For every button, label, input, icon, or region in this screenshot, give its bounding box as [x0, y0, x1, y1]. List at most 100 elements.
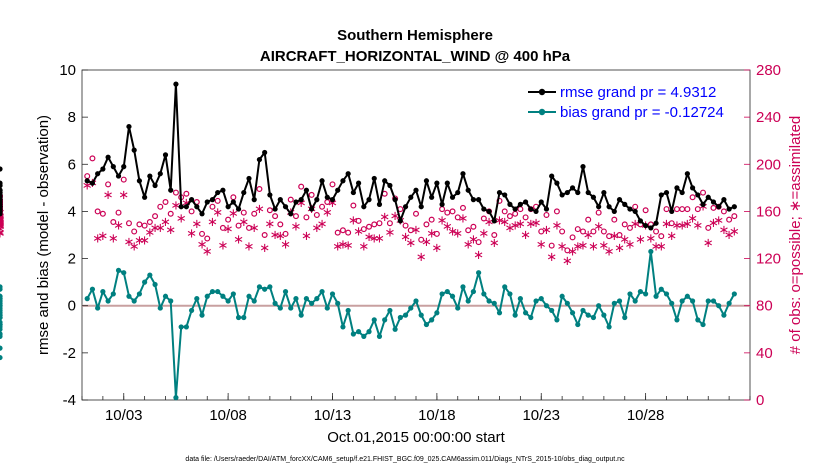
bias-point: [601, 312, 607, 318]
rmse-point: [444, 180, 450, 186]
obs-assimilated-marker: ∗: [249, 221, 260, 236]
obs-assimilated-marker: ∗: [124, 235, 135, 250]
obs-assimilated-marker: ∗: [254, 202, 265, 217]
rmse-point: [423, 178, 430, 184]
obs-assimilated-marker: ∗: [682, 217, 693, 232]
chart-title: Southern Hemisphere: [337, 27, 493, 44]
rmse-point: [215, 189, 221, 196]
bias-point: [350, 331, 356, 337]
obs-possible-marker: [376, 220, 383, 227]
obs-assimilated-marker: ∗: [510, 218, 521, 233]
rmse-point: [397, 218, 403, 224]
obs-assimilated-marker: ∗: [692, 218, 703, 233]
rmse-point: [460, 171, 466, 177]
obs-assimilated-marker: ∗: [718, 223, 729, 238]
obs-assimilated-marker: ∗: [264, 217, 275, 232]
obs-assimilated-marker: ∗: [358, 240, 369, 255]
rmse-point: [168, 187, 174, 193]
obs-assimilated-marker: ∗: [0, 227, 5, 242]
bias-point: [84, 296, 90, 302]
obs-possible-marker: [105, 181, 112, 188]
bias-point: [658, 286, 664, 292]
rmse-point: [147, 173, 153, 179]
obs-assimilated-marker: ∗: [270, 228, 281, 243]
rmse-point: [136, 178, 143, 184]
rmse-point: [408, 194, 414, 200]
obs-possible-marker: [334, 229, 341, 236]
rmse-point: [324, 194, 330, 200]
obs-assimilated-marker: ∗: [458, 211, 469, 226]
bias-point: [679, 298, 685, 304]
obs-possible-marker: [579, 228, 586, 235]
bias-point: [230, 291, 236, 297]
rmse-point: [340, 178, 346, 184]
bias-point: [580, 307, 586, 314]
rmse-point: [669, 208, 675, 215]
y-left-tick-label: 2: [68, 251, 76, 268]
obs-possible-marker: [146, 219, 153, 226]
bias-point: [100, 288, 106, 295]
rmse-point: [382, 178, 388, 184]
obs-assimilated-marker: ∗: [567, 244, 578, 259]
obs-possible-marker: [600, 228, 607, 235]
obs-assimilated-marker: ∗: [82, 178, 93, 193]
obs-assimilated-marker: ∗: [666, 229, 677, 244]
rmse-point: [653, 220, 659, 226]
obs-possible-marker: [585, 216, 592, 223]
obs-possible-marker: [569, 234, 576, 241]
obs-assimilated-marker: ∗: [364, 230, 375, 245]
obs-assimilated-marker: ∗: [322, 205, 333, 220]
obs-assimilated-marker: ∗: [0, 220, 5, 235]
rmse-point: [559, 192, 565, 198]
rmse-point: [637, 218, 644, 224]
obs-possible-marker: [0, 215, 3, 222]
obs-possible-marker: [136, 221, 143, 228]
y-left-tick-label: 8: [68, 109, 76, 126]
rmse-point: [256, 156, 263, 163]
bias-point: [674, 317, 680, 323]
obs-assimilated-marker: ∗: [0, 214, 5, 229]
obs-assimilated-marker: ∗: [129, 240, 140, 255]
bias-point: [0, 303, 3, 309]
obs-assimilated-marker: ∗: [311, 221, 322, 236]
bias-point: [632, 298, 638, 304]
obs-assimilated-marker: ∗: [0, 218, 5, 233]
rmse-point: [543, 206, 550, 212]
rmse-point: [606, 204, 612, 210]
obs-assimilated-marker: ∗: [536, 237, 547, 252]
rmse-point: [303, 187, 310, 193]
obs-assimilated-marker: ∗: [348, 214, 359, 229]
obs-assimilated-marker: ∗: [317, 217, 328, 232]
rmse-point: [554, 180, 560, 186]
obs-assimilated-marker: ∗: [144, 225, 155, 240]
obs-assimilated-marker: ∗: [223, 222, 234, 237]
bias-point: [465, 298, 471, 304]
obs-possible-marker: [475, 239, 482, 246]
y-left-tick-label: 0: [68, 298, 76, 315]
y-left-tick-label: 6: [68, 156, 76, 173]
obs-possible-marker: [465, 227, 472, 234]
x-tick-label: 10/18: [418, 407, 456, 424]
rmse-point: [418, 204, 424, 210]
obs-assimilated-marker: ∗: [197, 237, 208, 252]
rmse-point: [564, 189, 570, 196]
obs-assimilated-marker: ∗: [703, 236, 714, 251]
obs-possible-marker: [99, 210, 106, 217]
bias-point: [121, 270, 127, 276]
rmse-point: [194, 204, 200, 210]
obs-assimilated-marker: ∗: [0, 213, 5, 228]
obs-assimilated-marker: ∗: [0, 215, 5, 230]
obs-assimilated-marker: ∗: [583, 228, 594, 243]
bias-point: [0, 354, 3, 361]
rmse-point: [355, 180, 362, 186]
obs-assimilated-marker: ∗: [212, 205, 223, 220]
obs-possible-marker: [246, 224, 253, 231]
rmse-point: [115, 173, 122, 179]
rmse-point: [319, 178, 325, 184]
rmse-point: [580, 164, 586, 170]
obs-possible-marker: [298, 183, 305, 190]
obs-assimilated-marker: ∗: [494, 214, 505, 229]
bias-point: [455, 305, 461, 311]
obs-assimilated-marker: ∗: [207, 215, 218, 230]
bias-point: [491, 300, 497, 306]
